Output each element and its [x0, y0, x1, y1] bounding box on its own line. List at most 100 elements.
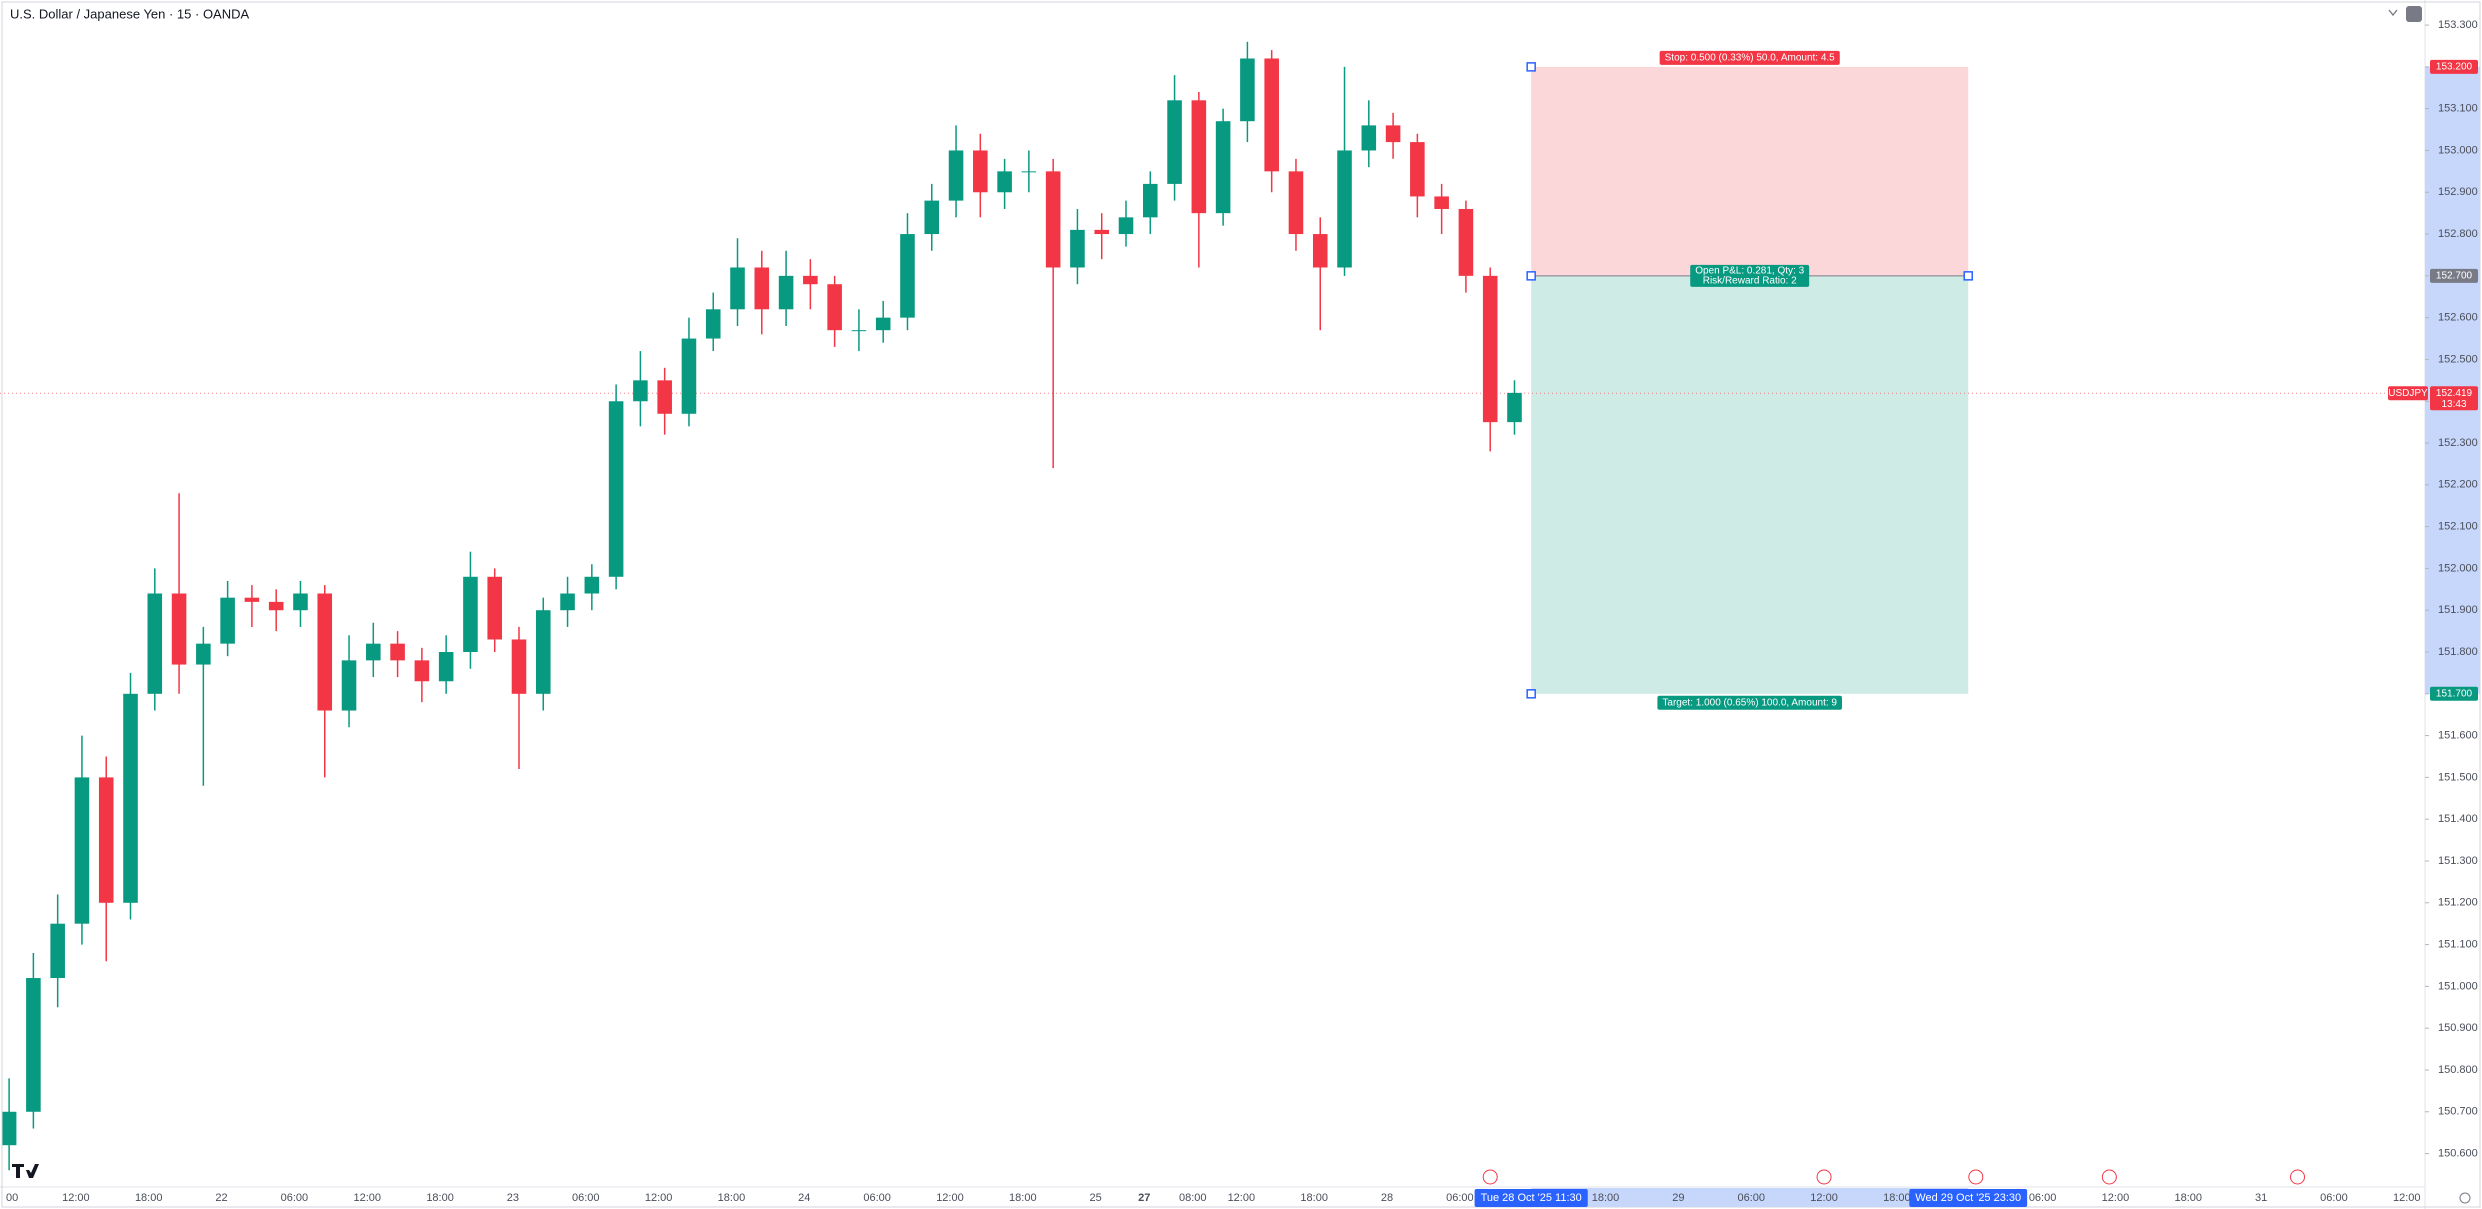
candle-body: [754, 267, 770, 310]
candle-body: [463, 576, 478, 653]
candle-body: [171, 593, 187, 665]
position-handle[interactable]: [1526, 62, 1536, 72]
y-tick-label: 152.100: [2438, 521, 2478, 533]
x-tick-label: 18:00: [1883, 1192, 1911, 1204]
collapse-button[interactable]: [2388, 9, 2398, 17]
event-marker[interactable]: [1968, 1169, 1984, 1185]
x-tick-label: 06:00: [281, 1192, 309, 1204]
candle-body: [196, 643, 211, 665]
x-tick-label: 06:00: [863, 1192, 891, 1204]
x-tick-label: 24: [798, 1192, 810, 1204]
pnl-box-bg: [1690, 264, 1810, 287]
candle-body: [268, 601, 284, 611]
event-marker[interactable]: [2290, 1169, 2306, 1185]
event-marker[interactable]: [1482, 1169, 1498, 1185]
candle-body: [1215, 121, 1231, 214]
x-tick-label: 27: [1138, 1192, 1150, 1204]
y-tick-label: 151.900: [2438, 604, 2478, 616]
time-range-band: [1531, 1188, 1969, 1207]
event-marker[interactable]: [1816, 1169, 1832, 1185]
y-tick-label: 151.300: [2438, 855, 2478, 867]
candle-body: [1240, 58, 1255, 122]
event-marker[interactable]: [2101, 1169, 2117, 1185]
candle-body: [1118, 217, 1134, 235]
x-tick-label: 18:00: [426, 1192, 454, 1204]
settings-button[interactable]: [2459, 1192, 2471, 1204]
y-tick-label: 151.200: [2438, 897, 2478, 909]
price-tag: 153.200: [2436, 62, 2473, 73]
candle-body: [341, 660, 357, 711]
candle-body: [1021, 171, 1037, 173]
position-handle[interactable]: [1526, 689, 1536, 699]
symbol-tag-bg: [2388, 386, 2428, 401]
symbol-tag: USDJPY: [2388, 388, 2428, 399]
rr-text: Risk/Reward Ratio: 2: [1703, 275, 1797, 286]
target-label: Target: 1.000 (0.65%) 100.0, Amount: 9: [1657, 695, 1842, 710]
candle-body: [778, 275, 794, 310]
pnl-text: Open P&L: 0.281, Qty: 3: [1695, 265, 1804, 276]
x-tick-label: 12:00: [645, 1192, 673, 1204]
stop-label: Stop: 0.500 (0.33%) 50.0, Amount: 4.5: [1659, 50, 1840, 65]
x-highlight-bg: [1474, 1189, 1588, 1207]
x-tick-label: 12:00: [62, 1192, 90, 1204]
y-tick-label: 151.100: [2438, 938, 2478, 950]
x-tick-label: 06:00: [1446, 1192, 1474, 1204]
candle-body: [511, 639, 527, 694]
candle-body: [560, 593, 575, 611]
window-buttons[interactable]: [2388, 6, 2422, 22]
y-tick-label: 150.900: [2438, 1022, 2478, 1034]
candle-body: [1142, 183, 1158, 218]
candle-body: [123, 693, 138, 903]
position-handle[interactable]: [1526, 271, 1536, 281]
x-tick-label: 00: [6, 1192, 18, 1204]
candle-body: [584, 576, 600, 594]
candle-body: [851, 330, 867, 332]
x-tick-label: 18:00: [1592, 1192, 1620, 1204]
x-tick-label: 06:00: [572, 1192, 600, 1204]
candle-body: [1045, 171, 1061, 268]
x-tick-label: 18:00: [2175, 1192, 2203, 1204]
price-tag-bg: [2430, 268, 2478, 283]
x-tick-label: 18:00: [718, 1192, 746, 1204]
target-label-bg: [1657, 695, 1842, 710]
x-tick-label: Tue 28 Oct '25 11:30: [1481, 1192, 1582, 1204]
x-tick-label: 22: [215, 1192, 227, 1204]
candle-body: [293, 593, 308, 611]
y-tick-label: 150.600: [2438, 1147, 2478, 1159]
x-tick-label: 12:00: [1810, 1192, 1838, 1204]
maximize-button[interactable]: [2406, 6, 2422, 22]
y-tick-label: 151.800: [2438, 646, 2478, 658]
candle-body: [1361, 125, 1377, 151]
candle-body: [147, 593, 163, 694]
x-tick-label: 06:00: [1737, 1192, 1765, 1204]
x-tick-label: 18:00: [1009, 1192, 1037, 1204]
x-tick-label: 28: [1381, 1192, 1393, 1204]
candle-body: [535, 610, 551, 694]
candle-body: [1070, 229, 1085, 268]
candle-body: [705, 309, 721, 339]
target-zone: [1531, 275, 1969, 694]
candle-body: [1167, 100, 1182, 184]
y-tick-label: 150.800: [2438, 1064, 2478, 1076]
x-tick-label: 29: [1672, 1192, 1684, 1204]
stop-label-bg: [1659, 50, 1840, 65]
last-price-tag: 152.419: [2436, 388, 2473, 399]
last-price-tag-bg: [2430, 386, 2478, 411]
position-handle[interactable]: [1963, 271, 1973, 281]
x-tick-label: 25: [1090, 1192, 1102, 1204]
candle-body: [1410, 142, 1425, 197]
y-tick-label: 151.500: [2438, 771, 2478, 783]
x-tick-label: 06:00: [2320, 1192, 2348, 1204]
x-tick-label: 08:00: [1179, 1192, 1207, 1204]
y-tick-label: 151.600: [2438, 730, 2478, 742]
y-tick-label: 150.700: [2438, 1106, 2478, 1118]
candle-body: [948, 150, 964, 201]
tradingview-logo: [12, 1164, 39, 1178]
candle-body: [1264, 58, 1279, 172]
candle-body: [317, 593, 333, 711]
candle-body: [1312, 234, 1328, 268]
x-tick-label: 12:00: [936, 1192, 964, 1204]
